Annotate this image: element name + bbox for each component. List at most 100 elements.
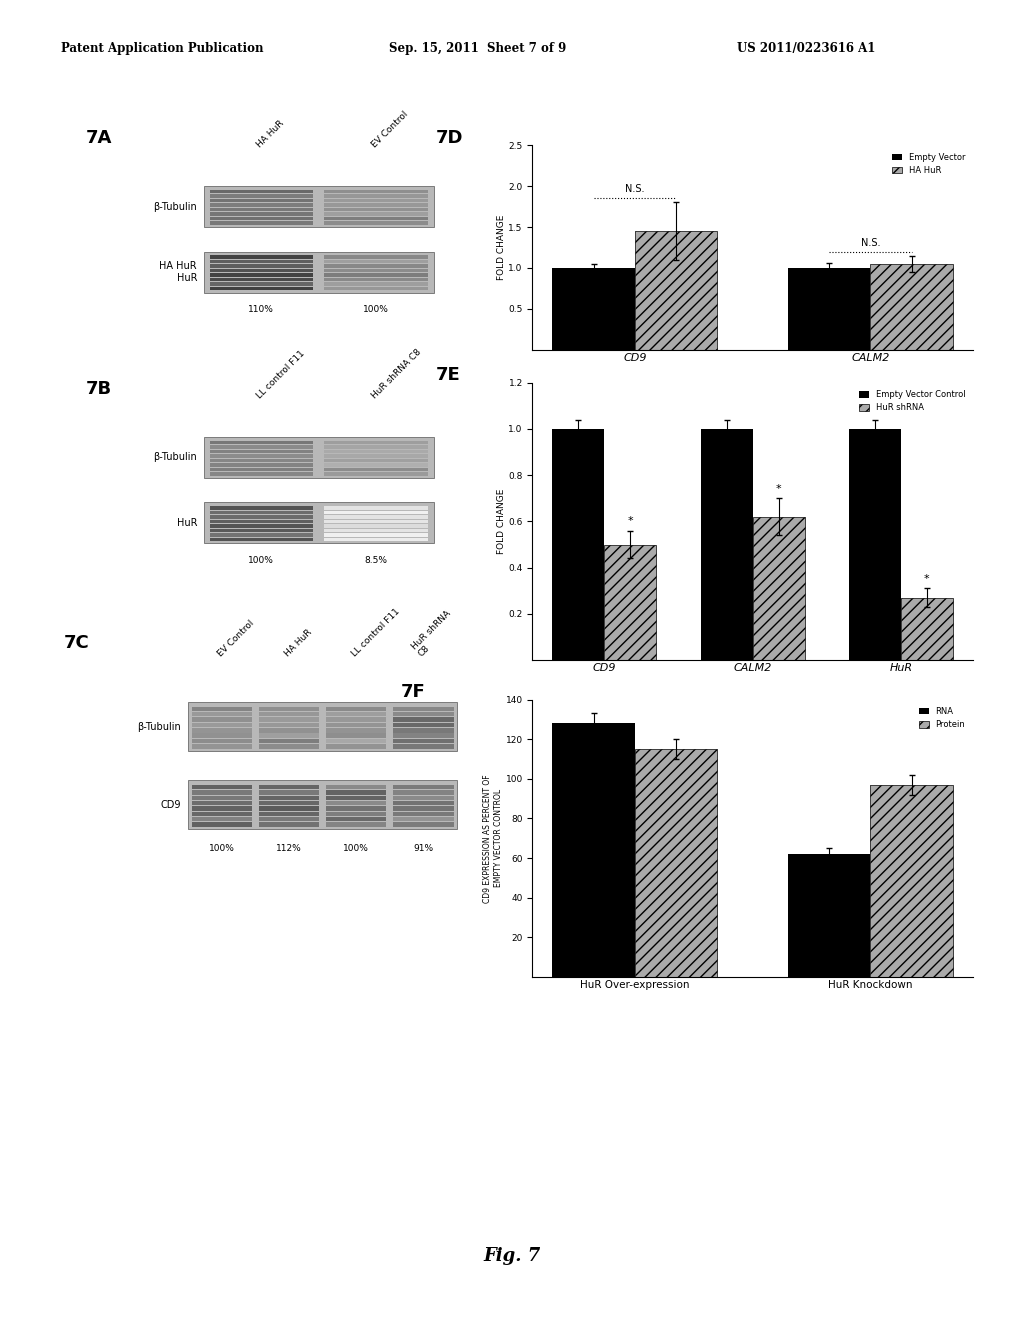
- Text: Sep. 15, 2011  Sheet 7 of 9: Sep. 15, 2011 Sheet 7 of 9: [389, 42, 566, 55]
- Bar: [204, 503, 433, 544]
- Bar: [191, 796, 252, 800]
- Bar: [210, 524, 313, 528]
- Bar: [325, 277, 428, 281]
- Bar: [325, 511, 428, 515]
- Bar: [325, 533, 428, 537]
- Bar: [326, 711, 386, 717]
- Bar: [326, 734, 386, 738]
- Bar: [393, 729, 454, 733]
- Bar: [210, 203, 313, 207]
- Bar: [259, 807, 319, 810]
- Text: 100%: 100%: [343, 843, 370, 853]
- Bar: [393, 801, 454, 805]
- Bar: [210, 286, 313, 290]
- Bar: [326, 729, 386, 733]
- Text: Fig. 7: Fig. 7: [483, 1246, 541, 1265]
- Bar: [191, 817, 252, 821]
- Bar: [259, 734, 319, 738]
- Bar: [325, 506, 428, 510]
- Legend: RNA, Protein: RNA, Protein: [915, 704, 969, 733]
- Text: US 2011/0223616 A1: US 2011/0223616 A1: [737, 42, 876, 55]
- Bar: [210, 520, 313, 523]
- Bar: [753, 516, 805, 660]
- Bar: [204, 252, 433, 293]
- Bar: [191, 807, 252, 810]
- Text: 100%: 100%: [248, 556, 274, 565]
- Bar: [259, 739, 319, 743]
- Bar: [870, 264, 952, 350]
- Bar: [849, 429, 901, 660]
- Bar: [210, 190, 313, 194]
- Bar: [393, 796, 454, 800]
- Bar: [393, 822, 454, 826]
- Text: CD9: CD9: [160, 800, 180, 809]
- Bar: [325, 264, 428, 268]
- Bar: [191, 717, 252, 722]
- Bar: [210, 528, 313, 532]
- Bar: [325, 222, 428, 224]
- Bar: [325, 450, 428, 453]
- Bar: [325, 194, 428, 198]
- Bar: [326, 739, 386, 743]
- Bar: [325, 255, 428, 259]
- Bar: [191, 706, 252, 711]
- Text: LL control F11: LL control F11: [350, 607, 401, 659]
- Bar: [259, 812, 319, 816]
- Bar: [326, 822, 386, 826]
- Legend: Empty Vector Control, HuR shRNA: Empty Vector Control, HuR shRNA: [856, 387, 969, 416]
- Bar: [210, 273, 313, 277]
- Bar: [210, 445, 313, 449]
- Text: HA HuR
HuR: HA HuR HuR: [160, 261, 197, 282]
- Bar: [553, 429, 604, 660]
- Text: LL control F11: LL control F11: [255, 348, 306, 400]
- Bar: [325, 537, 428, 541]
- Bar: [210, 506, 313, 510]
- Legend: Empty Vector, HA HuR: Empty Vector, HA HuR: [889, 149, 969, 178]
- Bar: [326, 706, 386, 711]
- Bar: [604, 544, 656, 660]
- Bar: [210, 222, 313, 224]
- Text: HuR shRNA
C8: HuR shRNA C8: [410, 609, 460, 659]
- Bar: [210, 282, 313, 286]
- Bar: [325, 216, 428, 220]
- Bar: [325, 286, 428, 290]
- Text: β-Tubulin: β-Tubulin: [137, 722, 180, 731]
- Bar: [393, 785, 454, 789]
- Bar: [259, 711, 319, 717]
- Bar: [191, 711, 252, 717]
- Bar: [191, 729, 252, 733]
- Text: HA HuR: HA HuR: [255, 119, 286, 149]
- Bar: [326, 744, 386, 748]
- Bar: [325, 273, 428, 277]
- Bar: [210, 537, 313, 541]
- Y-axis label: CD9 EXPRESSION AS PERCENT OF
EMPTY VECTOR CONTROL: CD9 EXPRESSION AS PERCENT OF EMPTY VECTO…: [483, 774, 503, 903]
- Text: *: *: [628, 516, 633, 525]
- Bar: [326, 817, 386, 821]
- Bar: [210, 467, 313, 471]
- Bar: [191, 723, 252, 727]
- Text: Patent Application Publication: Patent Application Publication: [61, 42, 264, 55]
- Bar: [326, 796, 386, 800]
- Bar: [210, 264, 313, 268]
- Bar: [188, 702, 457, 751]
- Text: EV Control: EV Control: [370, 110, 410, 149]
- Bar: [326, 791, 386, 795]
- Bar: [393, 807, 454, 810]
- Text: N.S.: N.S.: [860, 238, 880, 248]
- Bar: [210, 269, 313, 272]
- Bar: [393, 711, 454, 717]
- Bar: [210, 454, 313, 458]
- Bar: [325, 515, 428, 519]
- Bar: [393, 739, 454, 743]
- Bar: [325, 445, 428, 449]
- Bar: [259, 744, 319, 748]
- Text: 7A: 7A: [86, 129, 112, 147]
- Bar: [210, 260, 313, 264]
- Text: HuR: HuR: [176, 517, 197, 528]
- Bar: [259, 817, 319, 821]
- Text: 110%: 110%: [248, 305, 274, 314]
- Text: 7D: 7D: [435, 129, 463, 147]
- Bar: [326, 807, 386, 810]
- Bar: [259, 796, 319, 800]
- Bar: [393, 706, 454, 711]
